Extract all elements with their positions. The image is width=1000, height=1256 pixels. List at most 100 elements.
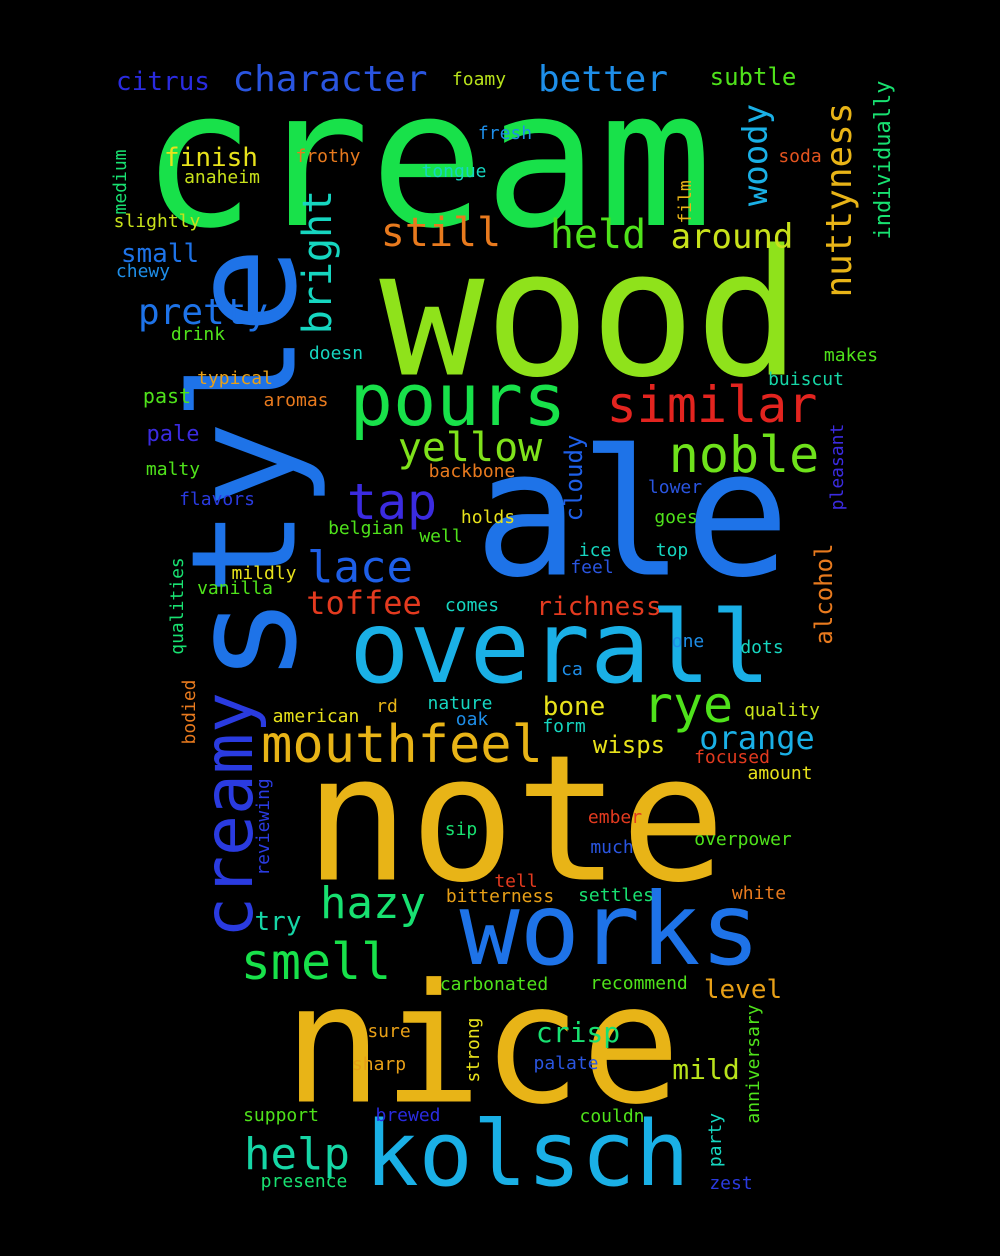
word-frothy: frothy xyxy=(295,146,361,167)
word-strong: strong xyxy=(463,1017,484,1083)
word-pretty: pretty xyxy=(137,292,269,333)
word-medium: medium xyxy=(110,149,131,215)
word-cloudy: cloudy xyxy=(560,434,588,522)
word-qualities: qualities xyxy=(167,557,188,655)
word-goes: goes xyxy=(654,507,698,528)
word-quality: quality xyxy=(744,700,820,721)
word-pale: pale xyxy=(146,422,200,447)
word-richness: richness xyxy=(536,592,662,622)
word-tap: tap xyxy=(346,473,438,531)
word-bodied: bodied xyxy=(179,679,200,745)
word-hazy: hazy xyxy=(320,878,426,929)
word-smell: smell xyxy=(240,933,392,991)
word-sip: sip xyxy=(444,819,478,840)
word-wood: wood xyxy=(379,213,801,417)
word-settles: settles xyxy=(578,885,654,906)
word-top: top xyxy=(655,540,689,561)
word-toffee: toffee xyxy=(306,584,422,622)
word-small: small xyxy=(120,239,200,269)
word-woody: woody xyxy=(736,103,776,207)
word-ember: ember xyxy=(587,807,643,828)
word-bitterness: bitterness xyxy=(445,886,555,907)
word-pleasant: pleasant xyxy=(827,423,848,511)
word-white: white xyxy=(731,883,787,904)
word-holds: holds xyxy=(460,507,516,528)
word-sharp: sharp xyxy=(351,1054,407,1075)
word-party: party xyxy=(705,1112,726,1168)
word-citrus: citrus xyxy=(116,67,210,97)
word-comes: comes xyxy=(444,595,500,616)
word-mildly: mildly xyxy=(231,563,297,584)
word-dots: dots xyxy=(740,637,784,658)
word-brewed: brewed xyxy=(375,1105,441,1126)
word-film: film xyxy=(675,180,696,224)
word-better: better xyxy=(537,59,669,100)
word-slightly: slightly xyxy=(113,211,201,232)
word-foamy: foamy xyxy=(451,69,507,90)
word-bone: bone xyxy=(542,692,606,722)
word-rd: rd xyxy=(376,696,398,717)
word-soda: soda xyxy=(778,146,822,167)
word-bright: bright xyxy=(295,189,341,335)
word-mild: mild xyxy=(672,1053,740,1086)
word-nuttyness: nuttyness xyxy=(819,102,860,298)
word-cream: cream xyxy=(141,49,713,270)
word-form: form xyxy=(542,716,586,737)
word-anniversary: anniversary xyxy=(743,1004,764,1124)
word-tell: tell xyxy=(494,871,538,892)
word-presence: presence xyxy=(260,1171,348,1192)
word-help: help xyxy=(244,1129,350,1180)
word-backbone: backbone xyxy=(428,461,516,482)
word-flavors: flavors xyxy=(179,489,255,510)
word-one: one xyxy=(671,631,705,652)
word-around: around xyxy=(670,217,794,257)
word-amount: amount xyxy=(747,763,813,784)
word-american: american xyxy=(272,706,360,727)
word-character: character xyxy=(232,59,428,100)
word-much: much xyxy=(590,837,634,858)
word-sure: sure xyxy=(367,1021,411,1042)
word-individually: individually xyxy=(871,80,896,240)
word-reviewing: reviewing xyxy=(253,778,274,876)
word-doesn: doesn xyxy=(308,343,364,364)
word-pours: pours xyxy=(349,358,567,442)
word-rye: rye xyxy=(642,676,734,734)
word-finish: finish xyxy=(164,143,258,173)
word-past: past xyxy=(142,384,192,408)
word-typical: typical xyxy=(197,368,273,389)
word-subtle: subtle xyxy=(709,63,797,91)
word-similar: similar xyxy=(606,376,818,434)
word-belgian: belgian xyxy=(328,518,404,539)
word-vanilla: vanilla xyxy=(197,578,273,599)
word-ale: ale xyxy=(473,413,791,617)
word-noble: noble xyxy=(668,426,820,484)
word-anaheim: anaheim xyxy=(184,167,260,188)
word-couldn: couldn xyxy=(579,1106,645,1127)
word-level: level xyxy=(703,975,783,1005)
word-crisp: crisp xyxy=(535,1016,621,1049)
word-zest: zest xyxy=(709,1173,753,1194)
word-tongue: tongue xyxy=(421,161,487,182)
word-overall: overall xyxy=(349,589,771,706)
word-malty: malty xyxy=(145,459,201,480)
word-alcohol: alcohol xyxy=(810,543,838,645)
word-orange: orange xyxy=(699,719,815,757)
word-works: works xyxy=(459,871,761,988)
word-ice: ice xyxy=(578,540,612,561)
word-support: support xyxy=(243,1105,319,1126)
word-kolsch: kolsch xyxy=(364,1102,690,1207)
word-yellow: yellow xyxy=(397,425,543,471)
word-held: held xyxy=(549,212,647,258)
word-overpower: overpower xyxy=(694,829,792,850)
word-nice: nice xyxy=(283,948,681,1141)
word-feel: feel xyxy=(570,557,614,578)
word-nature: nature xyxy=(427,693,493,714)
word-focused: focused xyxy=(694,747,770,768)
word-mouthfeel: mouthfeel xyxy=(261,715,543,775)
word-drink: drink xyxy=(170,324,226,345)
word-oak: oak xyxy=(455,709,489,730)
word-lower: lower xyxy=(647,477,703,498)
word-fresh: fresh xyxy=(477,123,533,144)
word-wisps: wisps xyxy=(592,731,666,759)
